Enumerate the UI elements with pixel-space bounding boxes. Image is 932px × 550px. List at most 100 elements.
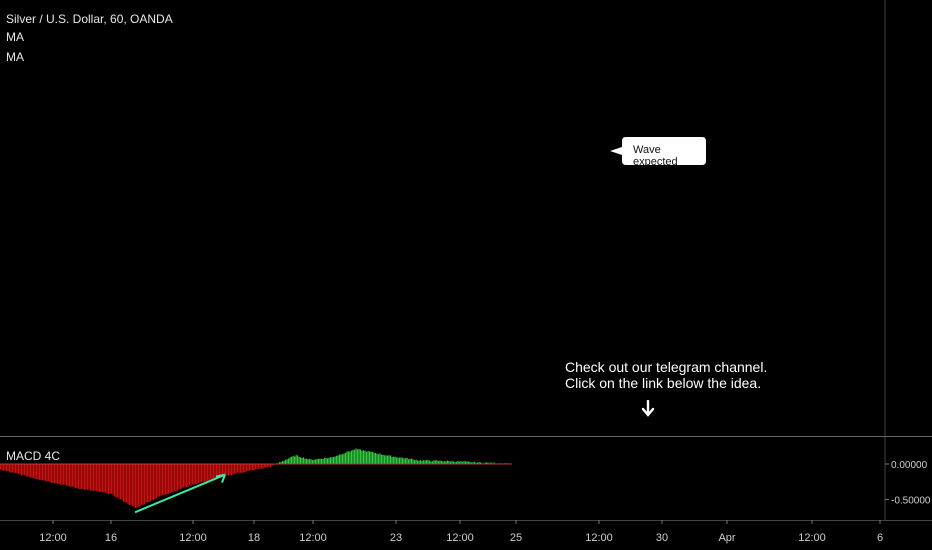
macd-bar bbox=[240, 464, 242, 473]
macd-bar bbox=[471, 462, 473, 464]
macd-bar bbox=[49, 464, 51, 483]
macd-bar bbox=[307, 459, 309, 464]
macd-bar bbox=[171, 464, 173, 493]
macd-bar bbox=[204, 464, 206, 482]
macd-bar bbox=[16, 464, 18, 474]
indicator-label-ma-2[interactable]: MA bbox=[6, 50, 24, 64]
macd-bar bbox=[7, 464, 9, 472]
macd-bar bbox=[493, 462, 495, 464]
macd-bar bbox=[474, 461, 476, 464]
macd-bar bbox=[82, 464, 84, 490]
macd-bar bbox=[439, 460, 441, 464]
macd-bar bbox=[388, 455, 390, 464]
macd-bar bbox=[306, 458, 308, 464]
macd-bar bbox=[42, 464, 44, 481]
chart-symbol-title: Silver / U.S. Dollar, 60, OANDA bbox=[6, 12, 173, 26]
macd-bar bbox=[87, 464, 89, 490]
macd-bar bbox=[219, 464, 221, 478]
macd-bar bbox=[45, 464, 47, 482]
macd-bar bbox=[396, 457, 398, 464]
macd-bar bbox=[183, 464, 185, 488]
macd-bar bbox=[339, 454, 341, 464]
macd-bar bbox=[181, 464, 183, 489]
macd-bar bbox=[6, 464, 8, 472]
macd-bar bbox=[235, 464, 237, 474]
macd-bar bbox=[279, 462, 281, 464]
macd-bar bbox=[303, 457, 305, 464]
macd-bar bbox=[309, 458, 311, 464]
macd-bar bbox=[256, 464, 258, 470]
macd-bar bbox=[190, 464, 192, 486]
macd-bar bbox=[139, 464, 141, 507]
macd-bar bbox=[115, 464, 117, 498]
macd-bar bbox=[400, 457, 402, 464]
macd-bar bbox=[249, 464, 251, 471]
macd-bar bbox=[151, 464, 153, 500]
macd-bar bbox=[487, 462, 489, 464]
macd-bar bbox=[247, 464, 249, 471]
macd-bar bbox=[199, 464, 201, 483]
macd-bar bbox=[271, 464, 273, 466]
macd-bar bbox=[84, 464, 86, 490]
indicator-label-ma-1[interactable]: MA bbox=[6, 30, 24, 44]
macd-bar bbox=[379, 453, 381, 464]
macd-bar bbox=[427, 460, 429, 464]
macd-bar bbox=[334, 456, 336, 464]
macd-bar bbox=[441, 461, 443, 464]
time-tick-label: 12:00 bbox=[798, 532, 826, 544]
macd-bar bbox=[154, 464, 156, 499]
macd-indicator-label[interactable]: MACD 4C bbox=[6, 449, 61, 463]
macd-bar bbox=[211, 464, 213, 479]
macd-bar bbox=[172, 464, 174, 492]
macd-bar bbox=[351, 450, 353, 464]
macd-bar bbox=[175, 464, 177, 492]
macd-bar bbox=[0, 464, 2, 470]
macd-bar bbox=[27, 464, 29, 477]
macd-bar bbox=[96, 464, 98, 491]
macd-bar bbox=[285, 459, 287, 464]
macd-bar bbox=[423, 460, 425, 464]
macd-bar bbox=[261, 464, 263, 469]
macd-bar bbox=[432, 461, 434, 464]
macd-bar bbox=[43, 464, 45, 481]
macd-bar bbox=[109, 464, 111, 494]
macd-bar bbox=[21, 464, 23, 476]
macd-bar bbox=[66, 464, 68, 486]
macd-bar bbox=[187, 464, 189, 487]
macd-bar bbox=[121, 464, 123, 500]
macd-bar bbox=[262, 464, 264, 469]
macd-bar bbox=[397, 457, 399, 464]
macd-bar bbox=[403, 458, 405, 464]
macd-bar bbox=[424, 460, 426, 464]
macd-bar bbox=[253, 464, 255, 471]
macd-bar bbox=[429, 460, 431, 464]
macd-bar bbox=[298, 456, 300, 464]
macd-bar bbox=[13, 464, 15, 473]
macd-bar bbox=[360, 449, 362, 464]
macd-bar bbox=[255, 464, 257, 470]
macd-bar bbox=[217, 464, 219, 478]
macd-bar bbox=[252, 464, 254, 470]
macd-bar bbox=[18, 464, 20, 474]
macd-bar bbox=[228, 464, 230, 476]
macd-bar bbox=[322, 459, 324, 464]
macd-bar bbox=[184, 464, 186, 487]
macd-bar bbox=[165, 464, 167, 495]
macd-bar bbox=[220, 464, 222, 477]
macd-bar bbox=[304, 458, 306, 464]
macd-bar bbox=[156, 464, 158, 498]
macd-bar bbox=[24, 464, 26, 475]
callout-bubble-icon bbox=[610, 137, 706, 165]
macd-bar bbox=[435, 460, 437, 464]
macd-bar bbox=[30, 464, 32, 478]
macd-bar bbox=[196, 464, 198, 485]
macd-bar bbox=[108, 464, 110, 495]
macd-bar bbox=[133, 464, 135, 507]
macd-bar bbox=[477, 462, 479, 464]
macd-bar bbox=[102, 464, 104, 493]
macd-bar bbox=[129, 464, 131, 506]
macd-histogram-group bbox=[0, 448, 512, 509]
macd-bar bbox=[72, 464, 74, 487]
